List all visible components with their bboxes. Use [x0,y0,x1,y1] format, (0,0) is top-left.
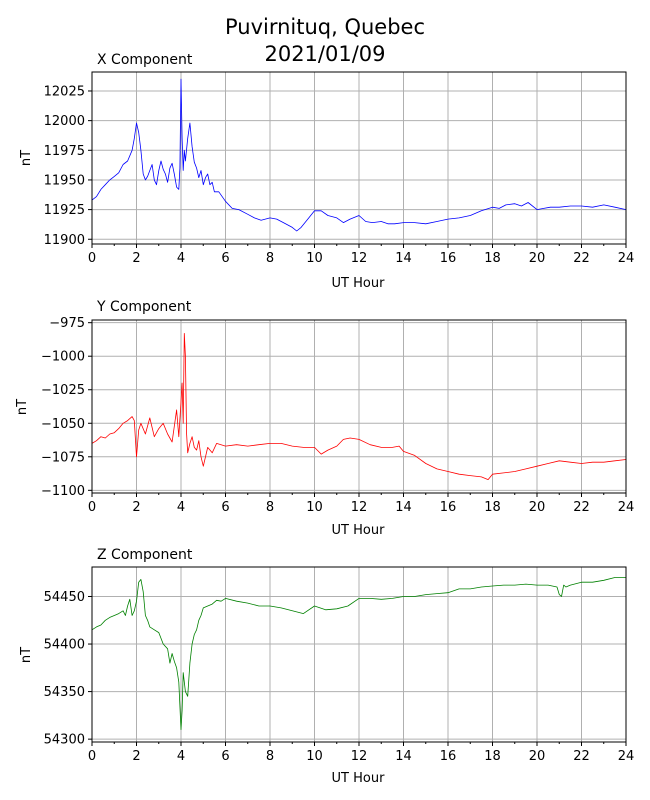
y-panel-title: Y Component [96,299,192,315]
z-panel-xtick-label: 10 [306,749,323,764]
x-panel-ytick-label: 11950 [44,173,85,188]
y-panel-ytick-label: −1000 [41,350,85,365]
x-panel-xtick-label: 10 [306,251,323,266]
z-panel-xtick-label: 2 [132,749,140,764]
x-panel-xtick-label: 24 [618,251,635,266]
y-panel-ytick-label: −1050 [41,417,85,432]
y-panel-ylabel: nT [15,399,30,415]
y-panel-xtick-label: 12 [351,500,368,515]
y-panel-ytick-label: −1075 [41,450,85,465]
y-panel-xtick-label: 2 [132,500,140,515]
x-panel-xtick-label: 18 [484,251,501,266]
z-panel-ytick-label: 54300 [44,733,85,748]
z-panel-xtick-label: 0 [88,749,96,764]
x-component-panel: X Component UT Hour nT 0 2 4 6 8 10 12 14 16 18 20… [19,52,634,291]
z-panel-xtick-label: 14 [395,749,412,764]
x-panel-xtick-label: 8 [266,251,274,266]
z-panel-ytick-label: 54450 [44,590,85,605]
z-panel-xtick-label: 22 [573,749,590,764]
z-panel-xtick-label: 6 [221,749,229,764]
y-panel-xtick-label: 0 [88,500,96,515]
y-panel-ytick-label: −1025 [41,383,85,398]
x-panel-xtick-label: 22 [573,251,590,266]
y-panel-xtick-label: 24 [618,500,635,515]
z-component-panel: Z Component UT Hour nT 0 2 4 6 8 10 12 14 16 18 20… [19,547,634,786]
x-panel-ytick-label: 12000 [44,114,85,129]
y-panel-xtick-label: 14 [395,500,412,515]
x-panel-ytick-label: 11975 [44,144,85,159]
z-panel-xtick-label: 8 [266,749,274,764]
z-panel-ytick-label: 54400 [44,638,85,653]
x-panel-xtick-label: 20 [529,251,546,266]
y-panel-xtick-label: 22 [573,500,590,515]
y-panel-xtick-label: 10 [306,500,323,515]
x-panel-xtick-label: 6 [221,251,229,266]
x-panel-ytick-label: 11925 [44,203,85,218]
y-panel-xtick-label: 8 [266,500,274,515]
z-panel-xtick-label: 16 [440,749,457,764]
y-panel-xtick-label: 4 [177,500,185,515]
z-panel-xtick-label: 20 [529,749,546,764]
z-panel-title: Z Component [97,547,193,563]
x-panel-ytick-label: 11900 [44,233,85,248]
z-panel-xtick-label: 12 [351,749,368,764]
x-panel-xtick-label: 14 [395,251,412,266]
y-component-panel: Y Component UT Hour nT 0 2 4 6 8 10 12 14 16 18 20… [15,299,634,538]
z-panel-ytick-label: 54350 [44,685,85,700]
x-panel-xtick-label: 12 [351,251,368,266]
y-panel-xtick-label: 16 [440,500,457,515]
x-panel-xtick-label: 4 [177,251,185,266]
x-panel-title: X Component [97,52,193,68]
z-panel-xtick-label: 18 [484,749,501,764]
z-component-series-line [91,577,626,730]
x-component-series-line [91,78,627,232]
x-panel-xtick-label: 16 [440,251,457,266]
y-panel-xtick-label: 18 [484,500,501,515]
z-panel-xtick-label: 4 [177,749,185,764]
z-panel-ylabel: nT [19,647,34,663]
y-panel-xlabel: UT Hour [332,523,386,538]
y-panel-xtick-label: 6 [221,500,229,515]
figure-title-line2: 2021/01/09 [264,42,385,66]
x-panel-xlabel: UT Hour [332,276,386,291]
y-component-series-line [91,332,627,481]
y-panel-ytick-label: −975 [49,316,85,331]
figure-title-line1: Puvirnituq, Quebec [225,15,425,39]
x-panel-ylabel: nT [19,150,34,166]
x-panel-xtick-label: 0 [88,251,96,266]
x-panel-xtick-label: 2 [132,251,140,266]
y-panel-ytick-label: −1100 [41,484,85,499]
y-panel-xtick-label: 20 [529,500,546,515]
x-panel-ytick-label: 12025 [44,84,85,99]
z-panel-xtick-label: 24 [618,749,635,764]
z-panel-xlabel: UT Hour [332,771,386,786]
